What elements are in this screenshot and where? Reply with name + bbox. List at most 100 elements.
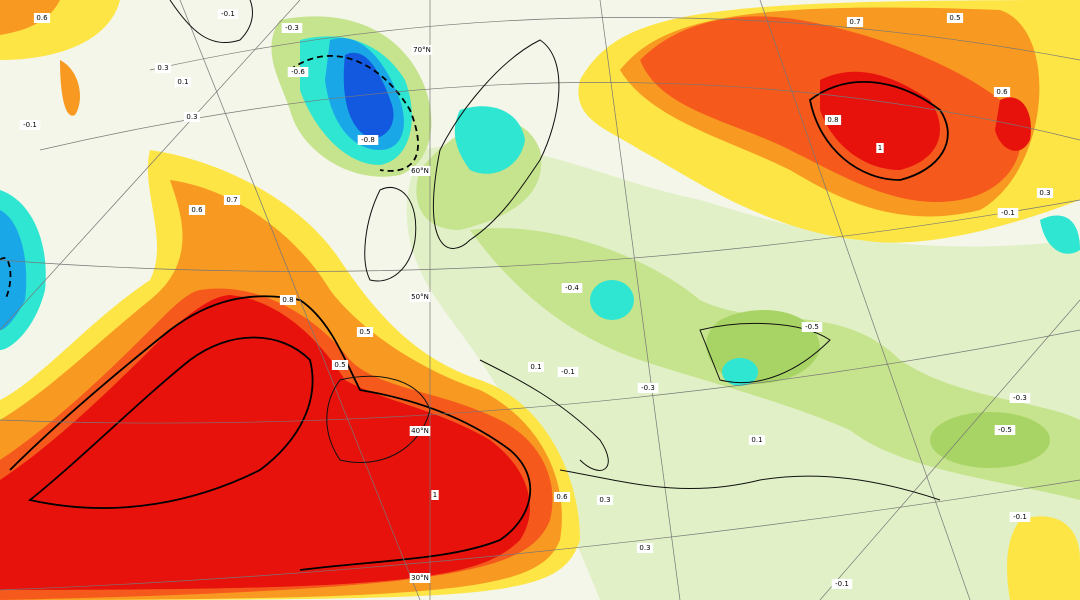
contour-label: -0.6 xyxy=(291,68,305,76)
contour-label-bg xyxy=(993,87,1011,97)
meridian xyxy=(759,0,971,600)
coastlines xyxy=(169,0,941,501)
contour-label-bg xyxy=(748,435,766,445)
contour-label: -0.1 xyxy=(835,580,849,588)
contour-label: 0.1 xyxy=(530,363,541,371)
latitude-label: 70°N xyxy=(413,46,431,54)
contour-label: 0.3 xyxy=(1039,189,1050,197)
contour-line-dashed xyxy=(289,55,419,172)
contour-line-dashed xyxy=(0,257,12,301)
contour-label: -0.1 xyxy=(1001,209,1015,217)
labels: 70°N 60°N 50°N 40°N 30°N 0.6 -0.1 -0.3 0.3 0.1 -0.… xyxy=(19,9,1054,589)
contour-label: -0.4 xyxy=(565,284,579,292)
contour-label-bg xyxy=(831,579,853,589)
contour-label-bg xyxy=(188,205,206,215)
contour-label-bg xyxy=(561,283,583,293)
coastline xyxy=(699,322,831,384)
field-red xyxy=(820,71,940,170)
field-green-dark xyxy=(930,412,1050,468)
contour-label-bg xyxy=(431,490,439,500)
contour-label-bg xyxy=(824,115,842,125)
field-orange xyxy=(60,60,80,116)
contour-label-bg xyxy=(946,13,964,23)
contour-label-bg xyxy=(357,135,379,145)
field-cyan xyxy=(454,106,525,174)
contour-label-bg xyxy=(281,23,303,33)
contour-label: 0.3 xyxy=(599,496,610,504)
contour-label: 0.3 xyxy=(639,544,650,552)
contour-label-bg xyxy=(1009,512,1031,522)
contour-label: -0.1 xyxy=(561,368,575,376)
field-blue-light xyxy=(0,210,27,330)
field-cyan xyxy=(1040,215,1080,254)
contour-label-bg xyxy=(557,367,579,377)
contour-label: 1 xyxy=(433,491,437,499)
contour-label-bg xyxy=(154,63,172,73)
meridian xyxy=(0,0,301,331)
contour-label: 0.1 xyxy=(751,436,762,444)
contour-label: -0.1 xyxy=(1013,513,1027,521)
contour-label: -0.3 xyxy=(641,384,655,392)
coastline xyxy=(432,39,560,249)
contour-label: 0.6 xyxy=(556,493,568,501)
contour-label: 0.7 xyxy=(226,196,237,204)
contour-label-bg xyxy=(997,208,1019,218)
contour-label-bg xyxy=(801,322,823,332)
parallel xyxy=(0,329,1080,424)
field-yellow xyxy=(1007,516,1080,600)
contour-label: 0.3 xyxy=(186,113,197,121)
latitude-label: 30°N xyxy=(411,574,429,582)
contour-label: -0.5 xyxy=(805,323,819,331)
contour-label: 0.3 xyxy=(157,64,168,72)
contour-label-bg xyxy=(553,492,571,502)
parallel xyxy=(0,199,1080,272)
contour-label-bg xyxy=(596,495,614,505)
contour-label: 0.8 xyxy=(282,296,293,304)
field-cyan xyxy=(722,358,758,386)
coastline xyxy=(559,469,941,501)
parallel xyxy=(39,82,1080,151)
contour-label: -0.3 xyxy=(1013,394,1027,402)
latitude-label: 50°N xyxy=(411,293,429,301)
latitude-label-bg xyxy=(409,292,431,302)
contour-label: -0.1 xyxy=(221,10,235,18)
parallel xyxy=(0,479,1080,591)
latitude-label: 60°N xyxy=(411,167,429,175)
contours xyxy=(0,55,949,571)
contour-label: 0.8 xyxy=(827,116,838,124)
contour-label: 0.6 xyxy=(36,14,48,22)
coastline xyxy=(326,375,431,464)
contour-label-bg xyxy=(636,543,654,553)
contour-line xyxy=(27,336,314,509)
field-blue xyxy=(343,52,394,139)
contour-label-bg xyxy=(637,383,659,393)
contour-label-bg xyxy=(331,360,349,370)
contour-label: -0.8 xyxy=(361,136,375,144)
parallel xyxy=(149,17,1080,71)
contour-label: 0.6 xyxy=(191,206,203,214)
contour-label-bg xyxy=(846,17,864,27)
contour-label-bg xyxy=(279,295,297,305)
contour-label: -0.1 xyxy=(23,121,37,129)
contour-label: -0.5 xyxy=(998,426,1012,434)
contour-line xyxy=(809,81,949,181)
contour-label: 0.5 xyxy=(359,328,370,336)
coastline xyxy=(479,359,609,471)
latitude-label-bg xyxy=(411,45,433,55)
coastline xyxy=(364,187,417,282)
contour-label: 0.6 xyxy=(996,88,1008,96)
contour-label: 0.1 xyxy=(177,78,188,86)
latitude-label-bg xyxy=(409,166,431,176)
contour-label-bg xyxy=(287,67,309,77)
contour-label: 1 xyxy=(878,144,882,152)
contour-label: 0.5 xyxy=(949,14,960,22)
contour-label-bg xyxy=(174,77,192,87)
meridian xyxy=(599,0,681,600)
meridian xyxy=(819,299,1080,600)
contour-label-bg xyxy=(356,327,374,337)
contour-label-bg xyxy=(19,120,41,130)
latitude-label-bg xyxy=(409,426,431,436)
contour-label-bg xyxy=(183,112,201,122)
